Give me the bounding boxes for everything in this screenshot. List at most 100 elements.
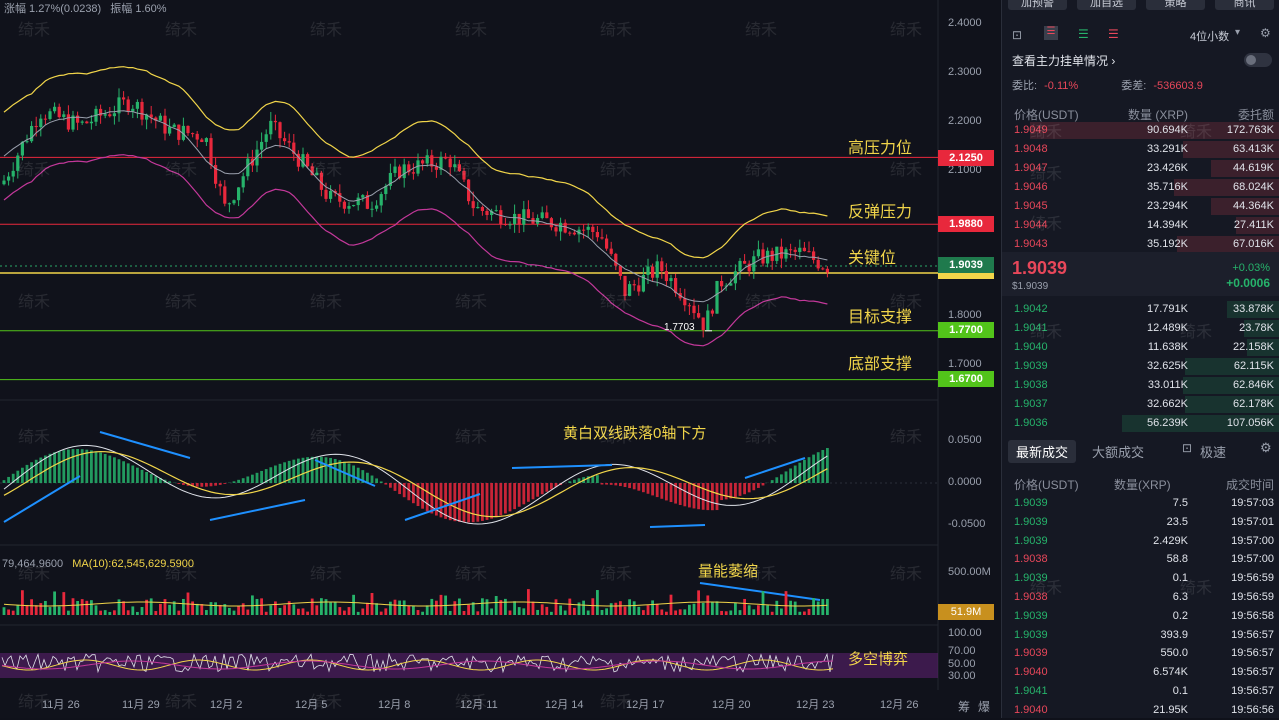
volume-bar xyxy=(430,599,433,615)
trade-header-qty[interactable]: 数量(XRP) xyxy=(1114,476,1171,493)
order-price: 1.9042 xyxy=(1014,303,1048,315)
orders-toggle[interactable] xyxy=(1244,53,1272,67)
orders-link[interactable]: 查看主力挂单情况 › xyxy=(1012,52,1115,69)
volume-bar xyxy=(246,610,249,615)
liquidation-label[interactable]: 爆 xyxy=(978,698,990,715)
candle-body xyxy=(393,167,396,173)
volume-bar xyxy=(808,609,811,615)
volume-bar xyxy=(228,608,231,615)
level-tag-key: 1.9039 xyxy=(938,257,994,273)
volume-bar xyxy=(297,609,300,615)
volume-bar xyxy=(375,603,378,615)
low-marker: 1.7703 xyxy=(664,322,695,333)
watermark-text: 绮禾 xyxy=(890,16,922,40)
watchlist-button[interactable]: 加自选 xyxy=(1077,0,1136,10)
chart-area[interactable]: 涨幅 1.27%(0.0238) 振幅 1.60% 2.4000 2.3000 … xyxy=(0,0,1000,718)
candle-body xyxy=(761,249,764,263)
watermark-text: 绮禾 xyxy=(600,688,632,712)
volume-bar xyxy=(315,605,318,615)
order-total: 44.364K xyxy=(1233,200,1274,212)
tab-latest[interactable]: 最新成交 xyxy=(1008,440,1076,463)
volume-bar xyxy=(256,599,259,615)
candle-body xyxy=(375,205,378,208)
watermark-text: 绮禾 xyxy=(1180,118,1212,142)
settings-icon[interactable]: ⚙ xyxy=(1260,440,1272,456)
annotation-bottom: 底部支撑 xyxy=(848,350,912,374)
volume-bar xyxy=(463,611,466,615)
macd-bar xyxy=(550,483,553,489)
order-total: 67.016K xyxy=(1233,238,1274,250)
candle-body xyxy=(527,209,530,218)
macd-bar xyxy=(771,480,774,483)
alert-button[interactable]: 加预警 xyxy=(1008,0,1067,10)
date-tick: 12月 20 xyxy=(712,696,751,712)
candle-body xyxy=(568,233,571,234)
macd-bar xyxy=(706,483,709,510)
watermark-text: 绮禾 xyxy=(600,16,632,40)
volume-bar xyxy=(582,601,585,615)
layout-icon[interactable]: ⊡ xyxy=(1012,28,1022,42)
volume-bar xyxy=(766,605,769,615)
candle-body xyxy=(614,254,617,266)
volume-bar xyxy=(541,604,544,615)
candle-body xyxy=(361,195,364,198)
candle-body xyxy=(541,212,544,218)
trade-time: 19:56:59 xyxy=(1231,591,1274,603)
macd-bar xyxy=(269,467,272,483)
order-qty: 32.662K xyxy=(1147,398,1188,410)
macd-bar xyxy=(651,483,654,495)
macd-bar xyxy=(150,474,153,483)
volume-bar xyxy=(642,610,645,615)
book-ask-icon[interactable]: ☰ xyxy=(1108,27,1119,41)
candle-body xyxy=(39,119,42,127)
macd-bar xyxy=(734,483,737,497)
volume-bar xyxy=(706,595,709,615)
volume-bar xyxy=(136,612,139,615)
tab-fast[interactable]: 极速 xyxy=(1200,442,1226,461)
macd-bar xyxy=(660,483,663,499)
volume-bar xyxy=(513,601,516,615)
candle-body xyxy=(472,201,475,208)
candle-body xyxy=(347,206,350,209)
volume-bar xyxy=(99,611,102,615)
order-qty: 23.294K xyxy=(1147,200,1188,212)
trade-price: 1.9040 xyxy=(1014,666,1048,678)
precision-select[interactable]: 4位小数 xyxy=(1190,28,1229,44)
volume-bar xyxy=(785,591,788,615)
date-tick: 12月 2 xyxy=(210,696,242,712)
macd-bar xyxy=(85,450,88,483)
date-tick: 12月 23 xyxy=(796,696,835,712)
chevron-down-icon[interactable]: ▾ xyxy=(1235,27,1240,38)
candle-body xyxy=(600,237,603,238)
strategy-button[interactable]: 策略 xyxy=(1146,0,1205,10)
macd-bar xyxy=(283,462,286,483)
candle-body xyxy=(113,113,116,116)
chips-label[interactable]: 筹 xyxy=(958,698,970,715)
book-bid-icon[interactable]: ☰ xyxy=(1078,27,1089,41)
settings-icon[interactable]: ⚙ xyxy=(1260,26,1271,40)
candle-body xyxy=(343,202,346,209)
candle-body xyxy=(803,248,806,251)
volume-bar xyxy=(637,607,640,615)
tab-large[interactable]: 大额成交 xyxy=(1092,442,1144,461)
volume-bar xyxy=(412,606,415,615)
candle-body xyxy=(426,155,429,163)
candle-body xyxy=(554,227,557,231)
macd-bar xyxy=(679,483,682,505)
annotation-key: 关键位 xyxy=(848,244,896,268)
news-button[interactable]: 商讯 xyxy=(1215,0,1274,10)
macd-bar xyxy=(490,483,493,519)
volume-bar xyxy=(108,612,111,615)
book-both-icon[interactable]: ☰ xyxy=(1044,26,1058,40)
watermark-text: 绮禾 xyxy=(745,423,777,447)
speed-icon[interactable]: ⊡ xyxy=(1182,441,1192,455)
watermark-text: 绮禾 xyxy=(1180,318,1212,342)
candle-body xyxy=(637,285,640,291)
